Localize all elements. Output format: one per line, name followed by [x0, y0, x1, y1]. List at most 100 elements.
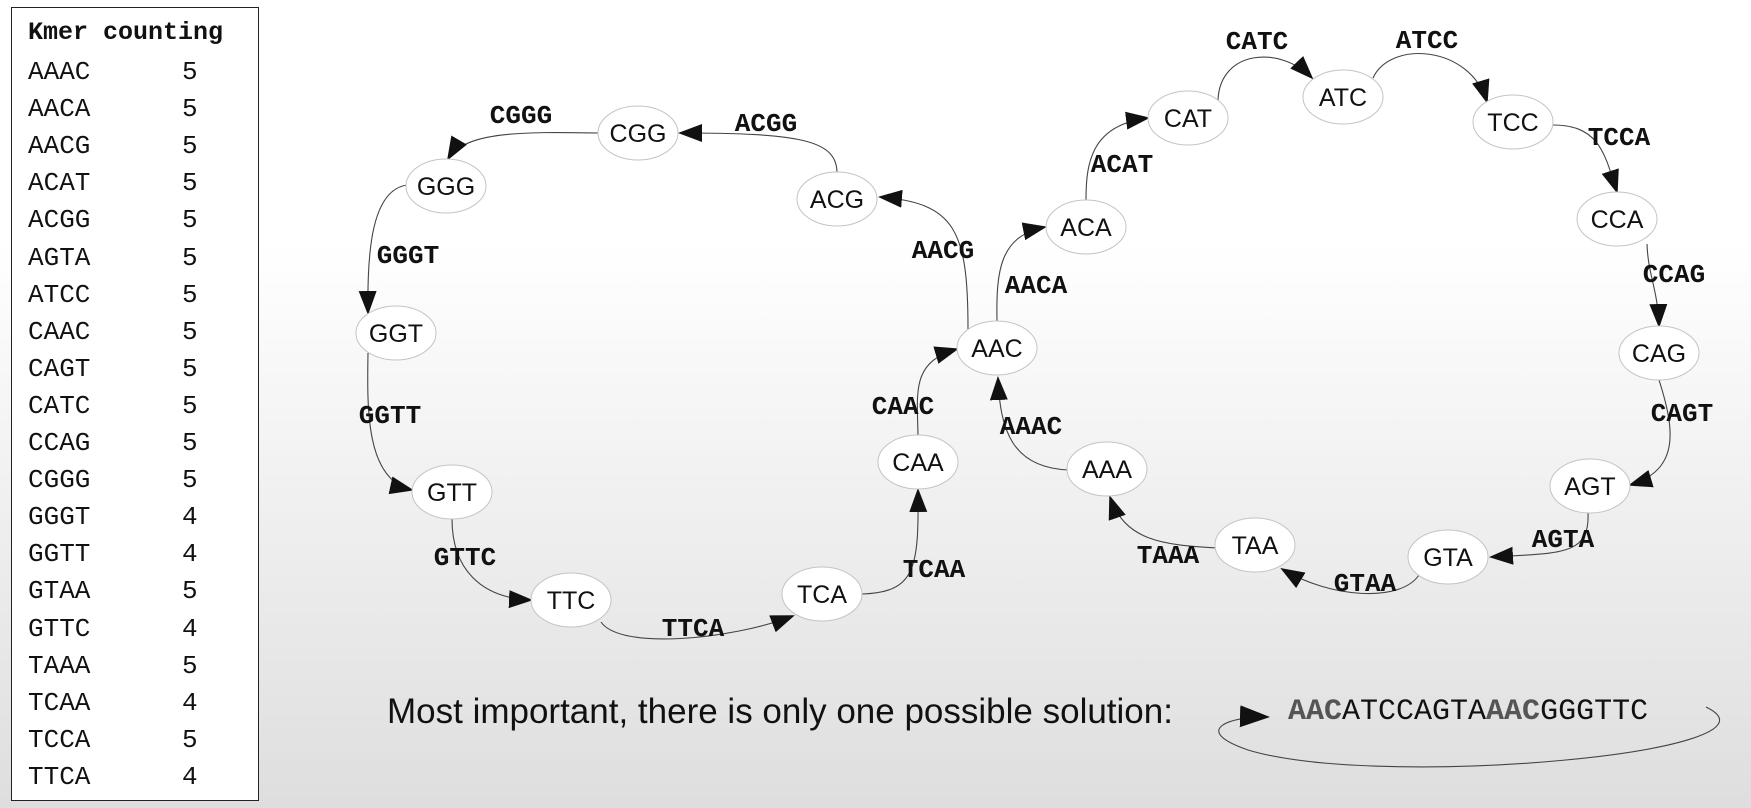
kmer-sequence: AGTA	[28, 242, 91, 273]
edge-label: TCCA	[1588, 123, 1651, 153]
kmer-sequence: ACGG	[28, 205, 91, 236]
kmer-sequence: AACG	[28, 131, 91, 162]
edge-gtaa	[1280, 567, 1420, 595]
kmer-sequence: ACAT	[28, 168, 91, 199]
kmer-counting-table: Kmer counting AAAC 5 AACA 5 AACG 5 ACAT 5 ACGG 5 A…	[11, 7, 259, 801]
edge-label: AACG	[912, 236, 974, 266]
node-ellipse	[796, 171, 878, 227]
node-tcc: TCC	[1472, 94, 1554, 150]
edge-ccag	[1646, 243, 1668, 328]
node-agt: AGT	[1549, 458, 1631, 514]
kmer-sequence: ATCC	[28, 279, 91, 310]
edge-label: CAAC	[872, 392, 934, 422]
edge-taaa	[1108, 495, 1219, 549]
edge-acat	[1085, 111, 1150, 201]
edge-label: AACA	[1005, 271, 1068, 301]
node-label: AAA	[1082, 456, 1132, 484]
sequence-highlight: AAC	[1486, 695, 1541, 729]
node-ellipse	[1066, 441, 1148, 497]
edge-label: AGTA	[1532, 525, 1595, 555]
node-ellipse	[597, 105, 679, 161]
node-label: ATC	[1319, 84, 1367, 112]
edge-label: CATC	[1226, 27, 1288, 57]
node-ellipse	[956, 320, 1038, 376]
node-ellipse	[411, 464, 493, 520]
node-ellipse	[1407, 529, 1489, 585]
edge-label: AAAC	[1000, 412, 1062, 442]
kmer-sequence: AAAC	[28, 57, 91, 87]
edge-catc	[1217, 55, 1314, 101]
graph-nodes: CGG GGG GGT GTT TTC TCA CAA AAC ACG ACA CAT ATC TCC C…	[355, 69, 1700, 628]
edge-label: GGTT	[359, 401, 421, 431]
edge-label: GGGT	[377, 241, 439, 271]
kmer-count: 4	[182, 761, 198, 792]
node-aca: ACA	[1045, 199, 1127, 255]
edge-label: TTCA	[662, 614, 725, 644]
node-taa: TAA	[1214, 517, 1296, 573]
node-ellipse	[877, 434, 959, 490]
edge-tcaa	[861, 488, 928, 595]
node-label: GGG	[417, 173, 475, 201]
edge-aaac	[989, 376, 1070, 471]
kmer-count: 5	[182, 428, 198, 458]
kmer-sequence: TCCA	[28, 724, 91, 755]
node-label: CAT	[1164, 105, 1212, 133]
node-cca: CCA	[1576, 191, 1658, 247]
kmer-count: 5	[182, 242, 198, 273]
node-ggt: GGT	[355, 305, 437, 361]
edge-label: CAGT	[1651, 399, 1713, 429]
node-ellipse	[355, 305, 437, 361]
edge-label: CCAG	[1643, 260, 1705, 290]
node-ttc: TTC	[530, 572, 612, 628]
kmer-sequence: CAAC	[28, 316, 91, 347]
node-aac: AAC	[956, 320, 1038, 376]
kmer-count: 5	[182, 390, 198, 421]
kmer-count: 5	[182, 724, 198, 755]
node-ellipse	[1147, 90, 1229, 146]
node-label: CAG	[1632, 340, 1686, 368]
kmer-sequence: CGGG	[28, 465, 91, 496]
kmer-count: 5	[182, 168, 198, 199]
node-label: ACA	[1060, 214, 1112, 242]
node-label: AGT	[1564, 473, 1615, 501]
edge-label: ACAT	[1091, 150, 1153, 180]
kmer-count: 5	[182, 576, 198, 607]
node-ellipse	[1045, 199, 1127, 255]
node-ggg: GGG	[405, 158, 487, 214]
edge-label: GTAA	[1334, 569, 1397, 599]
node-label: GTT	[427, 479, 477, 507]
node-cag: CAG	[1618, 325, 1700, 381]
node-label: AAC	[971, 335, 1022, 363]
edge-gggt	[358, 184, 408, 315]
edge-agta	[1489, 512, 1589, 565]
kmer-count: 5	[182, 316, 198, 347]
node-acg: ACG	[796, 171, 878, 227]
sequence-highlight: AAC	[1288, 695, 1343, 729]
node-label: TCA	[797, 581, 847, 609]
kmer-count: 4	[182, 502, 198, 533]
kmer-count: 4	[182, 687, 198, 718]
graph-edges	[358, 52, 1671, 640]
node-label: CGG	[610, 120, 667, 148]
node-label: CCA	[1591, 206, 1644, 234]
node-gtt: GTT	[411, 464, 493, 520]
node-ellipse	[1576, 191, 1658, 247]
node-label: TCC	[1487, 109, 1538, 137]
edge-aaca	[996, 222, 1047, 322]
kmer-sequence: GTTC	[28, 613, 91, 644]
kmer-sequence: AACA	[28, 94, 91, 125]
node-ellipse	[1618, 325, 1700, 381]
node-ellipse	[405, 158, 487, 214]
node-ellipse	[781, 566, 863, 622]
kmer-count: 5	[182, 131, 198, 162]
node-label: GGT	[369, 320, 423, 348]
kmer-count: 4	[182, 613, 198, 644]
node-gta: GTA	[1407, 529, 1489, 585]
kmer-count: 5	[182, 205, 198, 236]
edge-label: TAAA	[1137, 541, 1200, 571]
edge-cggg	[446, 131, 601, 161]
kmer-sequence: TAAA	[28, 650, 91, 681]
kmer-sequence: CCAG	[28, 428, 91, 458]
kmer-count: 4	[182, 539, 198, 570]
